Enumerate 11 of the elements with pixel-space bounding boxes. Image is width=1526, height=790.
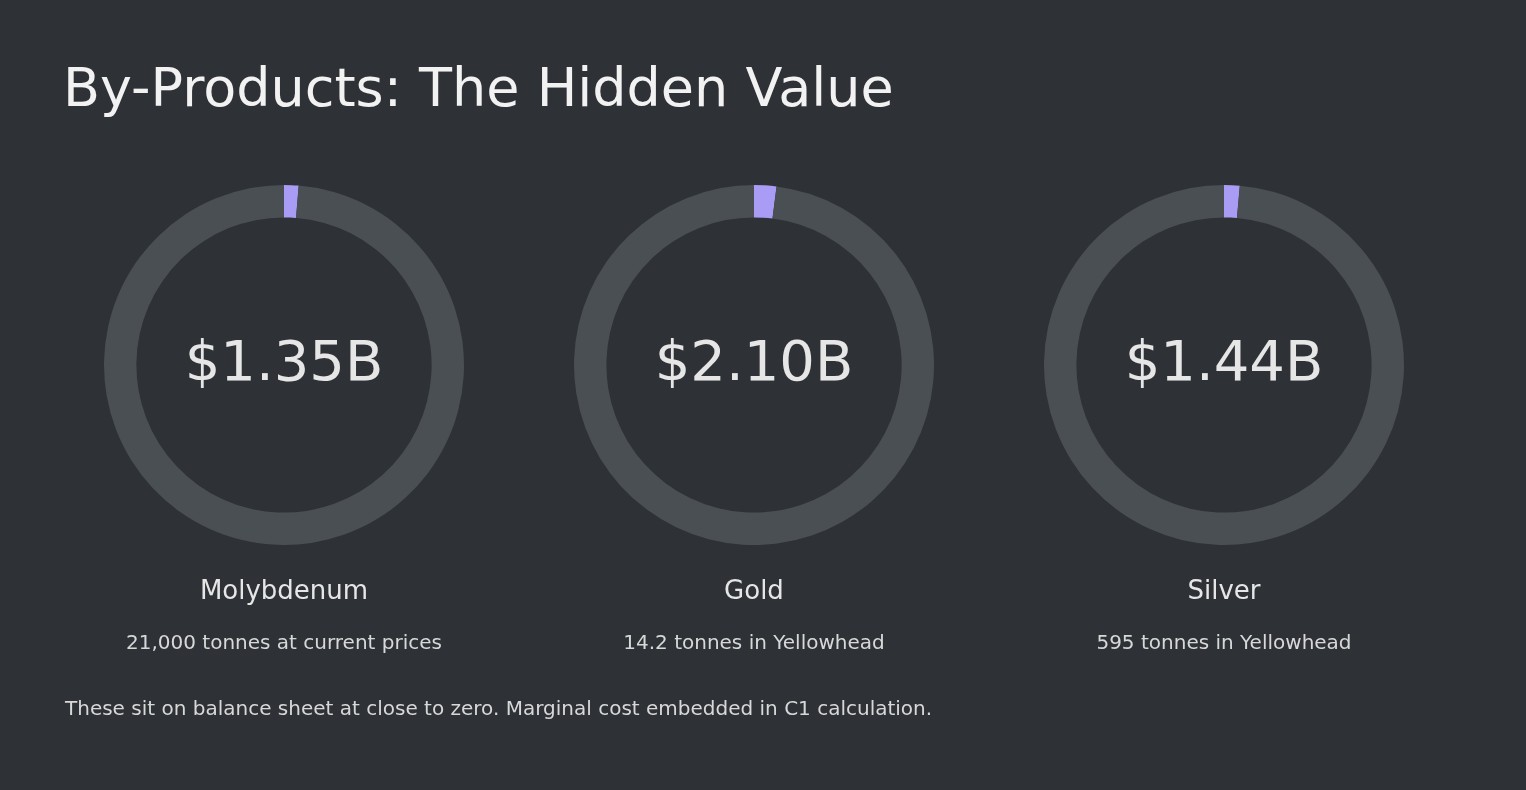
text: 595 tonnes in Yellowhead [1095, 630, 1353, 654]
text: 14.2 tonnes in Yellowhead [622, 630, 886, 654]
text: $1.44B [1124, 327, 1324, 393]
text: By-Products: The Hidden Value [63, 56, 894, 119]
text: Molybdenum [198, 575, 370, 605]
text: $1.35B [184, 327, 384, 393]
text: These sit on balance sheet at close to zero. Marginal cost embedded in C1 calculation. [65, 696, 933, 720]
text: 21,000 tonnes at current prices [125, 630, 443, 654]
text: Silver [1186, 575, 1262, 605]
text: $2.10B [654, 327, 854, 393]
text: Gold [723, 575, 785, 605]
